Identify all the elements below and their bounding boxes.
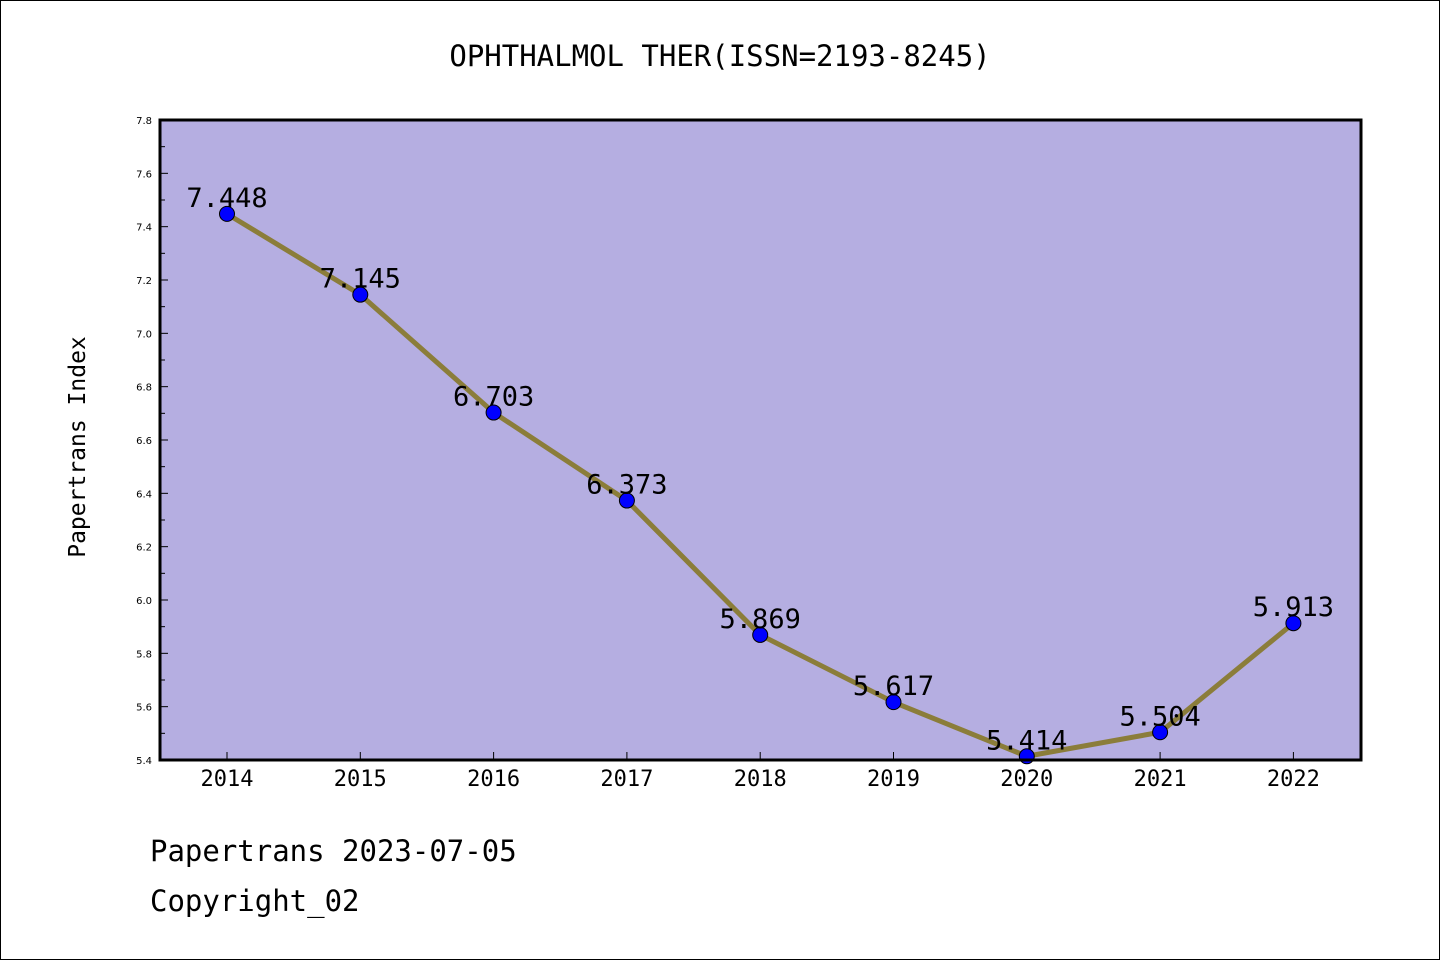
data-label: 6.373 xyxy=(586,470,667,501)
data-point xyxy=(219,205,235,222)
x-tick-label: 2020 xyxy=(1000,767,1053,792)
data-label: 7.145 xyxy=(320,264,401,295)
x-tick-label: 2018 xyxy=(734,767,787,792)
data-label: 5.414 xyxy=(986,725,1067,756)
y-tick-label: 7.4 xyxy=(136,223,152,234)
x-tick-label: 2019 xyxy=(867,767,920,792)
chart-title: OPHTHALMOL THER(ISSN=2193-8245) xyxy=(449,39,990,73)
y-tick-label: 7.0 xyxy=(136,329,152,340)
data-point xyxy=(618,492,635,509)
y-tick-label: 6.6 xyxy=(136,436,152,447)
data-point xyxy=(485,404,502,421)
y-tick-label: 7.2 xyxy=(136,276,152,287)
data-label: 5.913 xyxy=(1253,592,1334,623)
data-label: 5.869 xyxy=(720,604,801,635)
data-label: 5.504 xyxy=(1119,701,1200,732)
data-label: 6.703 xyxy=(453,382,534,413)
y-tick-label: 5.6 xyxy=(136,703,152,714)
x-tick-label: 2016 xyxy=(467,767,520,792)
y-tick-label: 6.8 xyxy=(136,383,152,394)
data-point xyxy=(1285,615,1302,632)
footer-copyright: Copyright_02 xyxy=(150,884,360,918)
y-tick-label: 7.8 xyxy=(136,116,152,127)
y-tick-label: 6.2 xyxy=(136,543,152,554)
x-tick-label: 2022 xyxy=(1267,767,1320,792)
x-tick-label: 2017 xyxy=(600,767,653,792)
y-axis-label: Papertrans Index xyxy=(65,336,91,558)
y-tick-label: 7.6 xyxy=(136,169,152,180)
x-tick-label: 2015 xyxy=(334,767,387,792)
data-point xyxy=(885,694,902,711)
x-tick-label: 2014 xyxy=(201,767,254,792)
footer-date: Papertrans 2023-07-05 xyxy=(150,834,517,868)
data-label: 7.448 xyxy=(186,183,267,214)
plot-border xyxy=(158,118,1363,762)
data-point xyxy=(752,626,769,643)
data-label: 5.617 xyxy=(853,671,934,702)
data-point xyxy=(352,286,369,303)
data-labels: 7.448 7.145 6.703 6.373 5.869 5.617 5.414 5.504… xyxy=(186,183,1334,756)
y-tick-label: 6.0 xyxy=(136,596,152,607)
y-tick-label: 5.8 xyxy=(136,649,152,660)
y-axis: 5.4 5.6 5.8 6.0 6.2 6.4 6.6 6.8 7.0 7.2 7.4 7.6 7.8 xyxy=(136,116,168,767)
y-tick-label: 6.4 xyxy=(136,489,152,500)
plot-area xyxy=(160,120,1361,760)
x-tick-label: 2021 xyxy=(1134,767,1187,792)
data-point xyxy=(1152,724,1169,741)
data-points xyxy=(219,205,1302,765)
x-axis: 2014 2015 2016 2017 2018 2019 2020 2021 2022 xyxy=(201,752,1320,792)
y-tick-label: 5.4 xyxy=(136,756,152,767)
